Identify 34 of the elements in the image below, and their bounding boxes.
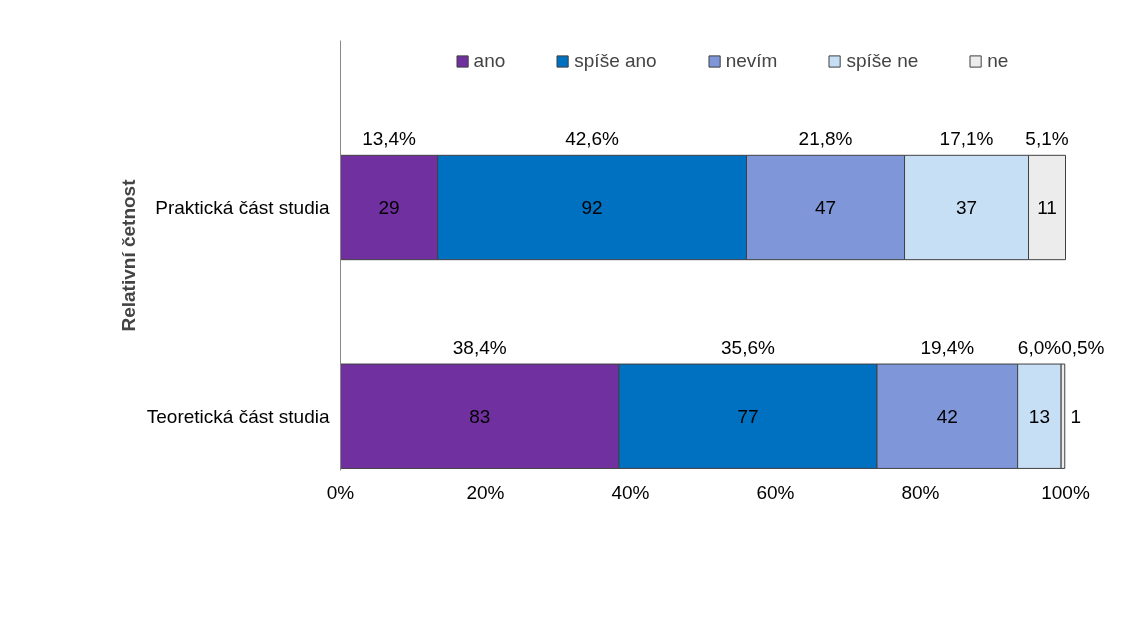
data-label: 42,6% <box>565 128 620 150</box>
data-label: 35,6% <box>721 336 775 358</box>
data-label: 5,1% <box>1025 128 1069 150</box>
annotation: 83 <box>469 405 491 427</box>
annotation: 47 <box>814 196 837 218</box>
annotation: 77 <box>737 405 759 427</box>
data-label: 38,4% <box>452 336 507 358</box>
data-label: 6,0% <box>1017 336 1062 358</box>
y-tick-label: Teoretická část studia <box>146 405 330 427</box>
x-tick-label: 80% <box>901 481 940 503</box>
text: 1 <box>1070 405 1082 427</box>
data-label: 19,4% <box>920 336 975 358</box>
y-axis-title: Relativní četnost <box>117 178 139 332</box>
y-tick-label: Praktická část studia <box>155 196 330 218</box>
annotation: 37 <box>955 196 978 218</box>
data-label: 21,8% <box>798 128 853 150</box>
x-tick-label: 100% <box>1041 481 1090 503</box>
legend-label: spíše ano <box>574 50 657 72</box>
data-label: 0,5% <box>1061 336 1105 358</box>
annotation: 42 <box>936 405 958 427</box>
legend-label: ano <box>473 50 506 72</box>
data-label: 13,4% <box>362 128 417 150</box>
annotation: 11 <box>1037 196 1057 218</box>
annotation: 29 <box>378 196 400 218</box>
x-tick-label: 20% <box>466 481 505 503</box>
x-tick-label: 0% <box>326 481 355 503</box>
legend-label: spíše ne <box>846 50 919 72</box>
annotation: 92 <box>581 196 603 218</box>
annotation: 13 <box>1028 405 1050 427</box>
x-tick-label: 60% <box>756 481 795 503</box>
legend-label: ne <box>987 50 1009 72</box>
data-label: 17,1% <box>939 128 994 150</box>
x-tick-label: 40% <box>611 481 650 503</box>
legend-label: nevím <box>725 50 778 72</box>
